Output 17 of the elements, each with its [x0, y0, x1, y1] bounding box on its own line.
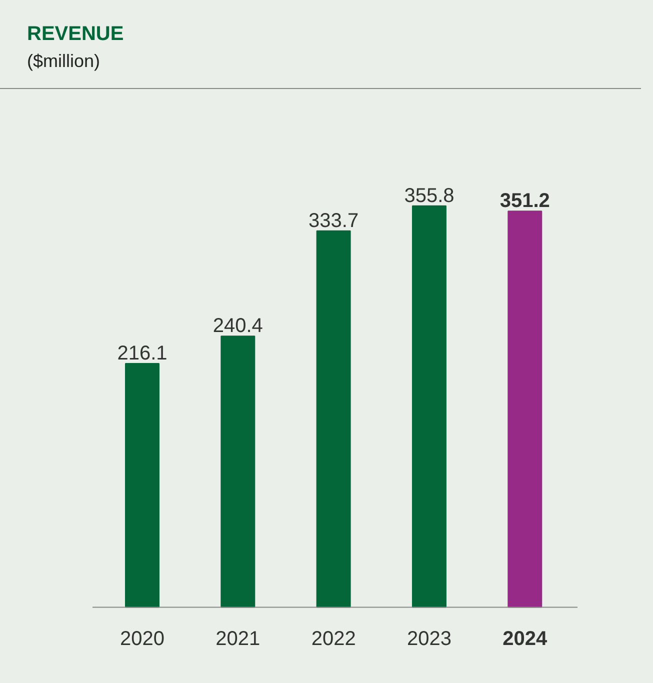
data-label: 240.4 [212, 315, 263, 338]
chart-title: REVENUE [27, 22, 124, 47]
chart-subtitle: ($million) [27, 50, 102, 73]
bar [508, 210, 542, 608]
bar [412, 205, 446, 608]
bar [220, 336, 256, 608]
x-tick-label: 2024 [502, 628, 548, 650]
x-tick-label: 2021 [216, 628, 260, 650]
data-label: 216.1 [117, 342, 168, 364]
x-tick-label: 2022 [311, 628, 356, 650]
data-label: 333.7 [308, 210, 359, 232]
x-tick-label: 2020 [120, 628, 164, 650]
data-label: 355.8 [404, 184, 454, 207]
data-label: 351.2 [500, 190, 550, 212]
x-tick-label: 2023 [406, 628, 452, 650]
bar [125, 362, 160, 608]
bar [316, 230, 351, 608]
